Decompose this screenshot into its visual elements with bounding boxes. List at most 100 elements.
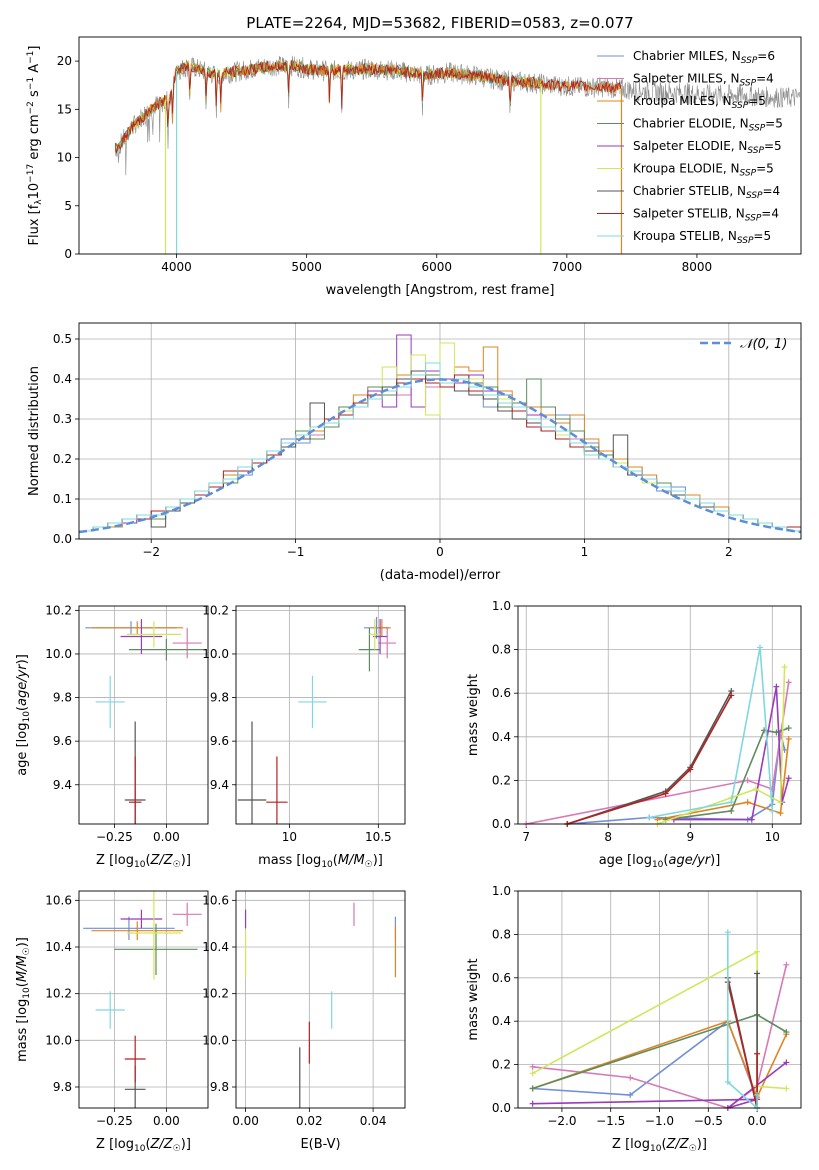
x-axis-label: Z [log10(Z/Z☉)] (96, 853, 191, 870)
weight-line (649, 647, 774, 819)
legend-entry: Chabrier ELODIE, NSSP=5 (633, 117, 783, 134)
axes-frame (78, 605, 209, 825)
x-tick-label: 0.04 (360, 1114, 387, 1128)
weight-line (727, 981, 758, 1108)
y-tick-label: 9.4 (53, 778, 72, 792)
legend-entry: 𝒩(0, 1) (740, 337, 787, 352)
spectrum-panel: 4000 5000 6000 7000 8000 0 5 10 15 20 wavelength [… (26, 36, 802, 298)
x-axis-label: age [log10(age/yr)] (599, 853, 721, 870)
legend-entry: Chabrier MILES, NSSP=6 (633, 49, 775, 66)
legend-entry: Salpeter MILES, NSSP=4 (633, 72, 774, 89)
y-tick-label: 0.4 (492, 1014, 511, 1028)
x-tick-label: 8 (604, 830, 612, 844)
y-tick-label: 9.8 (53, 1080, 72, 1094)
y-tick-label: 5 (64, 199, 72, 213)
x-axis-label: E(B-V) (300, 1137, 340, 1152)
weight-vs-Z-panel: −2.0 −1.5 −1.0 −0.5 0.0 0.0 0.2 0.4 0.6 0.8 1.0 Z [… (466, 884, 802, 1154)
axes-frame (517, 890, 802, 1109)
x-tick-label: 7 (522, 830, 530, 844)
y-tick-label: 9.6 (210, 734, 229, 748)
y-tick-label: 10.0 (202, 1033, 229, 1047)
y-tick-label: 0.6 (492, 971, 511, 985)
x-tick-label: 0.00 (232, 1114, 259, 1128)
ticks (75, 60, 698, 258)
y-tick-label: 15 (57, 102, 72, 116)
x-tick-label: −0.25 (96, 830, 133, 844)
y-tick-label: 0.0 (492, 817, 511, 831)
y-tick-label: 0.0 (492, 1101, 511, 1115)
gaussian-curve (79, 378, 801, 534)
x-tick-label: 10 (765, 830, 780, 844)
weight-line (532, 1020, 788, 1100)
age-vs-Z-panel: −0.25 0.00 9.4 9.6 9.8 10.0 10.2 Z [log10(Z/Z☉)… (15, 603, 209, 870)
x-tick-label: 0.00 (153, 1114, 180, 1128)
spectrum-legend: Chabrier MILES, NSSP=6 Salpeter MILES, NS… (597, 49, 783, 246)
y-axis-label: mass weight (466, 958, 481, 1040)
x-tick-label: −0.25 (96, 1114, 133, 1128)
x-axis-label: mass [log10(M/M☉)] (258, 853, 383, 870)
y-tick-label: 10.0 (45, 647, 72, 661)
y-tick-label: 0.2 (53, 452, 72, 466)
y-tick-label: 9.4 (210, 778, 229, 792)
x-tick-label: 10.5 (365, 830, 392, 844)
figure-title: PLATE=2264, MJD=53682, FIBERID=0583, z=0… (246, 14, 633, 32)
x-tick-label: 6000 (421, 260, 452, 274)
y-tick-label: 10.2 (202, 603, 229, 617)
y-tick-label: 0.4 (53, 372, 72, 386)
weight-line (532, 964, 788, 1108)
x-tick-label: 10 (282, 830, 297, 844)
y-tick-label: 0.1 (53, 492, 72, 506)
x-tick-label: 7000 (552, 260, 583, 274)
y-axis-label: mass [log10(M/M☉)] (15, 937, 32, 1062)
y-tick-label: 0 (64, 247, 72, 261)
x-tick-label: −2.0 (547, 1114, 576, 1128)
y-tick-label: 0.4 (492, 730, 511, 744)
y-axis-label: Normed distribution (27, 366, 42, 496)
x-axis-label: Z [log10(Z/Z☉)] (96, 1137, 191, 1154)
weight-vs-age-panel: 7 8 9 10 0.0 0.2 0.4 0.6 0.8 1.0 age [log10(age/yr… (466, 599, 802, 870)
legend-entry: Salpeter STELIB, NSSP=4 (633, 207, 779, 224)
ticks (75, 609, 167, 828)
y-axis-label: age [log10(age/yr)] (15, 654, 32, 776)
x-tick-label: −0.5 (694, 1114, 723, 1128)
x-tick-label: 1 (581, 545, 589, 559)
weight-line (657, 738, 790, 821)
ticks (75, 899, 167, 1112)
age-vs-mass-panel: 10 10.5 9.4 9.6 9.8 10.0 10.2 mass [log10(M/M☉)… (202, 603, 406, 870)
axes-frame (235, 890, 406, 1109)
x-tick-label: 0.0 (748, 1114, 767, 1128)
legend-entry: Kroupa STELIB, NSSP=5 (633, 229, 771, 246)
mass-vs-EBV-panel: 0.00 0.02 0.04 9.8 10.0 10.2 10.4 10.6 E(B-V) (202, 890, 406, 1152)
legend-entry: Salpeter ELODIE, NSSP=5 (633, 139, 782, 156)
y-tick-label: 10.6 (45, 893, 72, 907)
ticks (232, 609, 379, 828)
y-tick-label: 10 (57, 151, 72, 165)
y-tick-label: 1.0 (492, 599, 511, 613)
ticks (232, 899, 374, 1112)
x-tick-label: 8000 (682, 260, 713, 274)
legend-entry: Chabrier STELIB, NSSP=4 (633, 184, 780, 201)
y-tick-label: 10.4 (202, 940, 229, 954)
y-tick-label: 9.8 (210, 1080, 229, 1094)
y-tick-label: 1.0 (492, 884, 511, 898)
y-tick-label: 0.3 (53, 412, 72, 426)
y-axis-label: Flux [fλ10−17 erg cm−2 s−1 A−1] (26, 46, 44, 246)
spectrum-model-line (115, 60, 622, 154)
x-tick-label: 0 (436, 545, 444, 559)
y-tick-label: 0.5 (53, 332, 72, 346)
y-tick-label: 10.2 (45, 603, 72, 617)
x-tick-label: 4000 (161, 260, 192, 274)
y-tick-label: 0.2 (492, 773, 511, 787)
x-axis-label: Z [log10(Z/Z☉)] (612, 1137, 707, 1154)
x-tick-label: −1.0 (645, 1114, 674, 1128)
axes-frame (517, 605, 802, 825)
y-tick-label: 10.4 (45, 940, 72, 954)
y-tick-label: 10.2 (45, 987, 72, 1001)
x-tick-label: 5000 (291, 260, 322, 274)
axes-frame (78, 322, 802, 540)
x-axis-label: (data-model)/error (380, 568, 501, 583)
x-axis-label: wavelength [Angstrom, rest frame] (326, 283, 555, 298)
